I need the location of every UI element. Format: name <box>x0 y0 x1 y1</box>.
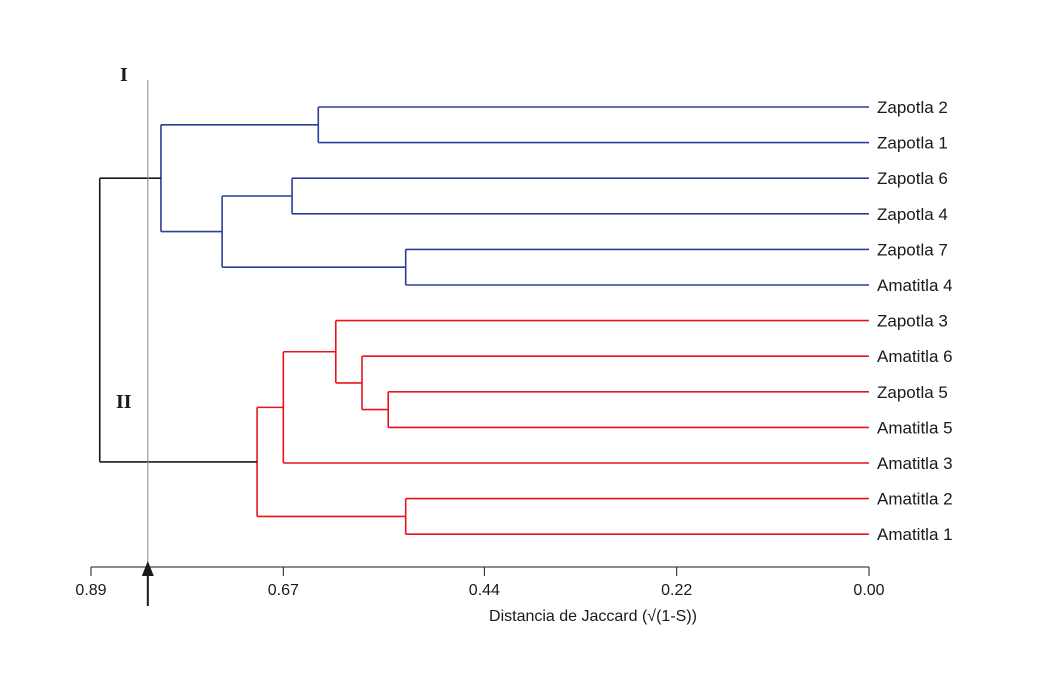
leaf-label: Amatitla 2 <box>877 490 953 509</box>
leaf-label: Zapotla 3 <box>877 312 948 331</box>
leaf-label: Amatitla 4 <box>877 276 953 295</box>
cluster-label-II: II <box>116 391 132 413</box>
cutoff-arrow-head <box>141 561 154 576</box>
x-axis-title: Distancia de Jaccard (√(1-S)) <box>489 608 697 625</box>
leaf-label: Amatitla 3 <box>877 454 953 473</box>
leaf-label: Zapotla 2 <box>877 98 948 117</box>
dendrogram-branches <box>98 106 869 536</box>
x-tick-label: 0.44 <box>469 582 500 599</box>
leaf-label: Zapotla 1 <box>877 134 948 153</box>
x-tick-label: 0.67 <box>268 582 299 599</box>
x-tick-label: 0.00 <box>853 582 884 599</box>
x-tick-label: 0.22 <box>661 582 692 599</box>
leaf-label: Amatitla 5 <box>877 418 953 437</box>
x-axis: 0.89 0.67 0.44 0.22 0.00 Distancia de Jaccar… <box>75 566 885 625</box>
leaf-labels: Zapotla 2 Zapotla 1 Zapotla 6 Zapotla 4 Zapo… <box>877 98 953 544</box>
x-tick-label: 0.89 <box>75 582 106 599</box>
leaf-label: Amatitla 6 <box>877 347 953 366</box>
x-axis-ticks: 0.89 0.67 0.44 0.22 0.00 <box>75 567 885 599</box>
leaf-label: Zapotla 7 <box>877 240 948 259</box>
leaf-label: Zapotla 4 <box>877 205 948 224</box>
cutoff-arrow <box>141 561 154 606</box>
leaf-label: Amatitla 1 <box>877 525 953 544</box>
leaf-label: Zapotla 6 <box>877 169 948 188</box>
leaf-label: Zapotla 5 <box>877 383 948 402</box>
cluster-label-I: I <box>120 64 128 86</box>
